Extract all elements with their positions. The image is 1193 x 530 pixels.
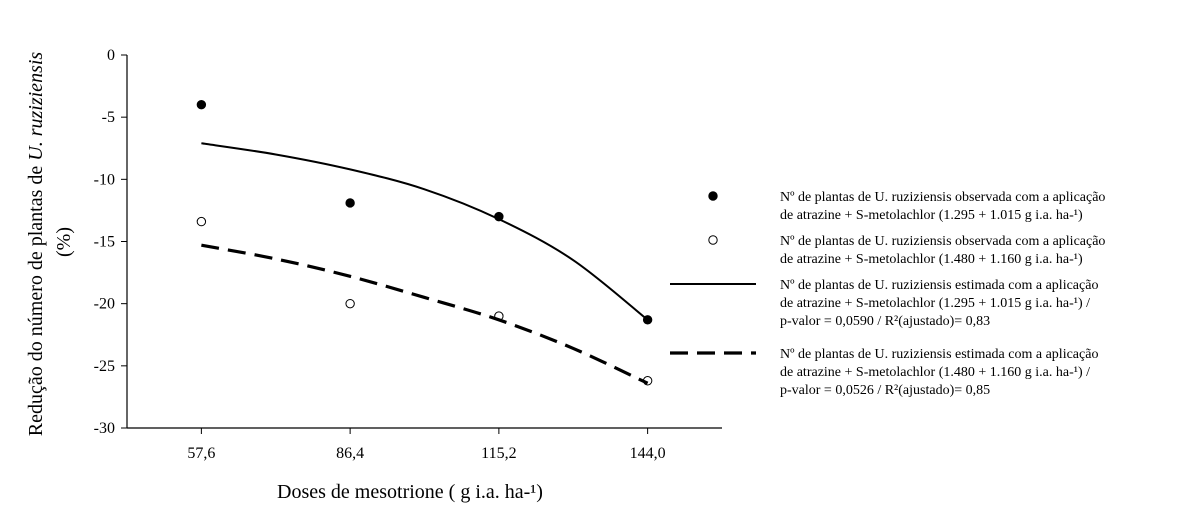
x-tick-label: 57,6 (187, 445, 215, 462)
legend-text-line: Nº de plantas de U. ruziziensis estimada… (780, 278, 1098, 293)
y-tick-label: -25 (94, 358, 115, 375)
y-tick-label: -5 (102, 109, 115, 126)
legend-text-line: Nº de plantas de U. ruziziensis estimada… (780, 347, 1098, 362)
legend-text-line: Nº de plantas de U. ruziziensis observad… (780, 190, 1105, 205)
legend-text-line: Nº de plantas de U. ruziziensis observad… (780, 234, 1105, 249)
legend: Nº de plantas de U. ruziziensis observad… (670, 190, 1105, 398)
series-layer (196, 100, 653, 386)
fitted-curve-dashed (201, 243, 649, 385)
series-1 (196, 100, 653, 325)
fitted-curve-solid (201, 142, 649, 321)
legend-text-line: de atrazine + S-metolachlor (1.295 + 1.0… (780, 208, 1083, 223)
data-point (196, 216, 207, 227)
y-axis-title-unit: (%) (53, 227, 75, 257)
data-point (345, 298, 355, 309)
legend-text-line: de atrazine + S-metolachlor (1.295 + 1.0… (780, 296, 1090, 311)
legend-entry-4: Nº de plantas de U. ruziziensis estimada… (670, 347, 1098, 398)
y-tick-label: -15 (94, 234, 115, 251)
series-2 (196, 216, 653, 386)
x-tick-label: 144,0 (630, 445, 666, 462)
legend-entry-1: Nº de plantas de U. ruziziensis observad… (708, 190, 1105, 223)
series-4 (201, 243, 649, 385)
legend-text-line: de atrazine + S-metolachlor (1.480 + 1.1… (780, 365, 1090, 380)
y-tick-label: -20 (94, 296, 115, 313)
legend-text-line: de atrazine + S-metolachlor (1.480 + 1.1… (780, 252, 1083, 267)
y-axis-title-species: U. ruziziensis (25, 52, 47, 161)
y-axis-title: Redução do número de plantas de U. ruziz… (25, 52, 47, 437)
series-3 (201, 142, 649, 321)
legend-text-line: p-valor = 0,0526 / R²(ajustado)= 0,85 (780, 383, 990, 398)
ticks: 0 -5 -10 -15 -20 -25 -30 57,6 86,4 115,2 144,0 (94, 47, 666, 462)
y-tick-label: -30 (94, 420, 115, 437)
data-point (345, 198, 355, 208)
legend-marker (708, 191, 718, 201)
legend-marker (708, 235, 718, 245)
data-point (196, 100, 207, 110)
legend-entry-2: Nº de plantas de U. ruziziensis observad… (708, 234, 1105, 267)
legend-text-line: p-valor = 0,0590 / R²(ajustado)= 0,83 (780, 314, 990, 329)
axis-titles: Doses de mesotrione ( g i.a. ha-¹) Reduç… (25, 52, 543, 503)
y-tick-label: 0 (107, 47, 115, 64)
x-axis-title: Doses de mesotrione ( g i.a. ha-¹) (277, 481, 543, 503)
x-tick-label: 86,4 (336, 445, 364, 462)
y-tick-label: -10 (94, 171, 115, 188)
legend-entry-3: Nº de plantas de U. ruziziensis estimada… (670, 278, 1098, 329)
y-axis-title-line1: Redução do número de plantas de (25, 161, 47, 436)
x-tick-label: 115,2 (481, 445, 516, 462)
axes (126, 55, 722, 429)
